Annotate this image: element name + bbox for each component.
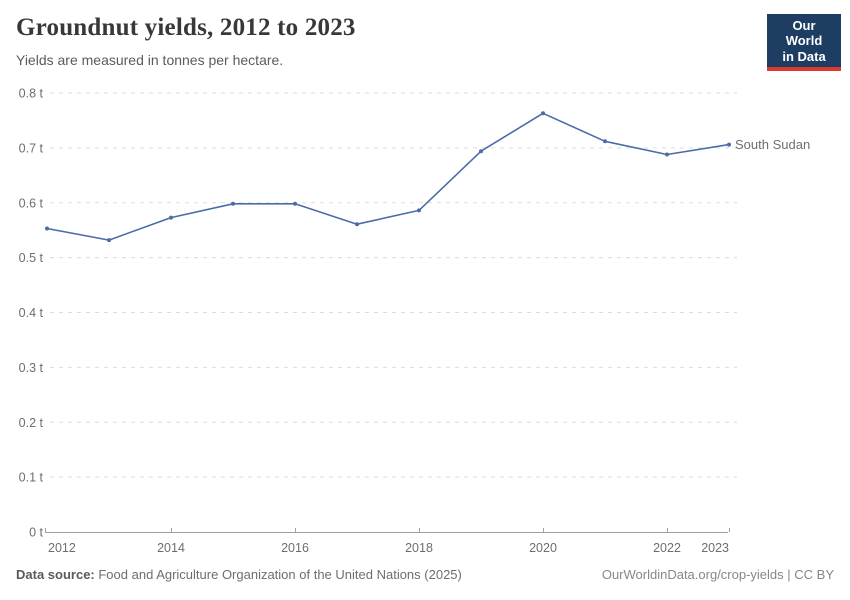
y-tick-label: 0.7 t [19,141,44,155]
data-source-text: Food and Agriculture Organization of the… [94,567,462,582]
series-south-sudan: South Sudan [45,111,810,243]
x-tick-label: 2012 [48,541,76,555]
data-point-marker [665,152,669,157]
y-tick-label: 0.3 t [19,361,44,375]
data-point-marker [479,149,483,154]
x-tick-label: 2023 [701,541,729,555]
data-point-marker [169,215,173,220]
series-end-label: South Sudan [735,137,810,152]
data-point-marker [45,226,49,231]
x-tick-label: 2014 [157,541,185,555]
owid-logo-line1: Our World [785,18,823,49]
y-tick-label: 0.2 t [19,416,44,430]
x-tick-label: 2016 [281,541,309,555]
data-point-marker [417,208,421,213]
x-tick-label: 2022 [653,541,681,555]
data-point-marker [231,201,235,206]
data-point-marker [293,201,297,206]
chart-subtitle: Yields are measured in tonnes per hectar… [16,52,284,68]
y-tick-label: 0 t [29,526,43,540]
x-tick-label: 2020 [529,541,557,555]
data-point-marker [107,238,111,243]
y-tick-label: 0.8 t [19,87,44,101]
data-point-marker [727,142,731,147]
y-tick-label: 0.5 t [19,251,44,265]
data-point-marker [603,139,607,144]
y-tick-label: 0.1 t [19,471,44,485]
data-source-note: Data source: Food and Agriculture Organi… [16,567,462,582]
x-axis-ticks [45,528,730,532]
x-axis-labels: 2012 2014 2016 2018 2020 2022 2023 [48,541,729,555]
x-tick-label: 2018 [405,541,433,555]
data-point-marker [355,222,359,227]
series-line [46,112,730,241]
data-source-label: Data source: [16,567,95,582]
chart-footer: Data source: Food and Agriculture Organi… [16,567,834,582]
owid-logo-line2: in Data [782,48,826,64]
gridlines [45,92,737,533]
y-tick-label: 0.6 t [19,196,44,210]
data-point-marker [541,111,545,116]
y-axis-labels: 0 t 0.1 t 0.2 t 0.3 t 0.4 t 0.5 t 0.6 t 0.7 t 0.… [19,87,44,540]
credit-link: OurWorldinData.org/crop-yields | CC BY [601,567,834,582]
chart-title: Groundnut yields, 2012 to 2023 [16,14,356,41]
y-tick-label: 0.4 t [19,306,44,320]
owid-logo: Our World in Data [767,14,841,71]
